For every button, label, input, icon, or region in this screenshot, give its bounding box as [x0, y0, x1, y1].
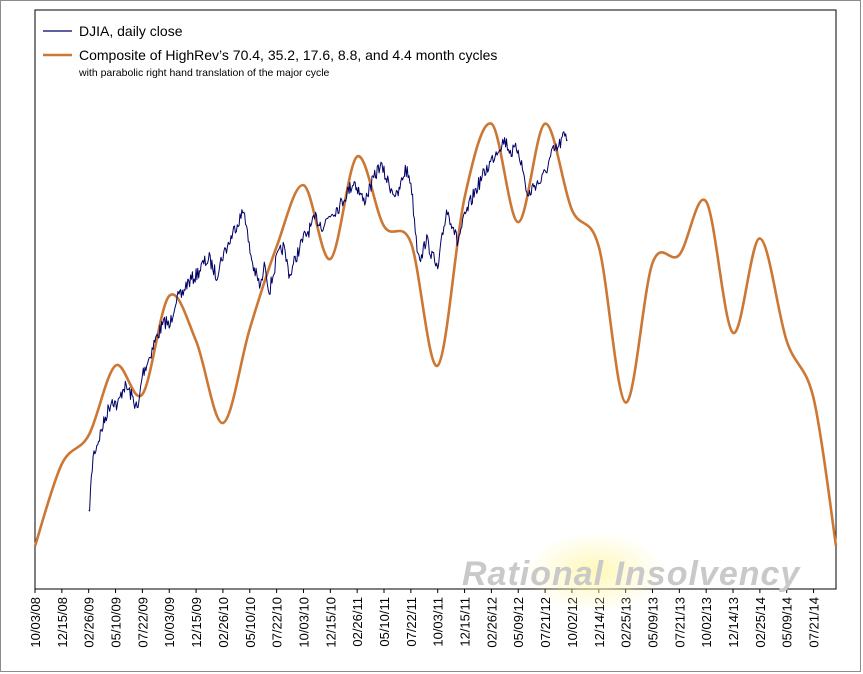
watermark-text: Rational Insolvency: [462, 555, 801, 593]
series-line-djia: [88, 131, 568, 512]
x-tick-label: 02/26/12: [484, 597, 499, 648]
x-tick-label: 10/02/13: [699, 597, 714, 648]
x-tick-label: 07/22/11: [404, 597, 419, 647]
x-tick-label: 02/26/11: [350, 597, 365, 647]
x-tick-label: 07/21/12: [538, 597, 553, 648]
legend-sublabel-composite: with parabolic right hand translation of…: [78, 67, 330, 79]
legend-label-composite: Composite of HighRev’s 70.4, 35.2, 17.6,…: [79, 47, 497, 63]
x-tick-label: 10/03/11: [431, 597, 446, 647]
series-line-composite: [33, 122, 838, 547]
x-tick-label: 05/10/11: [377, 597, 392, 647]
x-tick-label: 05/09/14: [780, 597, 795, 648]
x-tick-label: 05/09/13: [645, 597, 660, 648]
x-tick-label: 12/14/13: [726, 597, 741, 648]
x-tick-label: 12/15/10: [323, 597, 338, 648]
x-tick-label: 05/10/10: [243, 597, 258, 648]
x-tick-label: 07/21/14: [807, 597, 822, 648]
x-tick-label: 07/22/10: [270, 597, 285, 648]
legend-label-djia: DJIA, daily close: [79, 23, 183, 39]
x-tick-label: 02/26/10: [216, 597, 231, 648]
x-tick-label: 02/26/09: [82, 597, 97, 648]
x-tick-label: 05/09/12: [511, 597, 526, 648]
x-tick-label: 12/15/09: [189, 597, 204, 648]
x-tick-label: 12/15/11: [458, 597, 473, 647]
x-tick-label: 12/15/08: [55, 597, 70, 648]
watermark-glow: [525, 532, 665, 612]
x-tick-label: 10/03/09: [162, 597, 177, 648]
x-tick-label: 10/03/08: [28, 597, 43, 648]
x-tick-label: 02/25/14: [753, 597, 768, 648]
x-tick-label: 05/10/09: [109, 597, 124, 648]
x-axis-ticks: 10/03/08 12/15/08 02/26/09 05/10/09 07/22/09…: [28, 589, 822, 648]
plot-area: [34, 9, 837, 590]
x-tick-label: 10/03/10: [296, 597, 311, 648]
x-tick-label: 02/25/13: [619, 597, 634, 648]
series-lines: [33, 122, 838, 547]
legend: DJIA, daily close Composite of HighRev’s…: [43, 23, 497, 79]
x-tick-label: 07/22/09: [135, 597, 150, 648]
x-tick-label: 07/21/13: [672, 597, 687, 648]
